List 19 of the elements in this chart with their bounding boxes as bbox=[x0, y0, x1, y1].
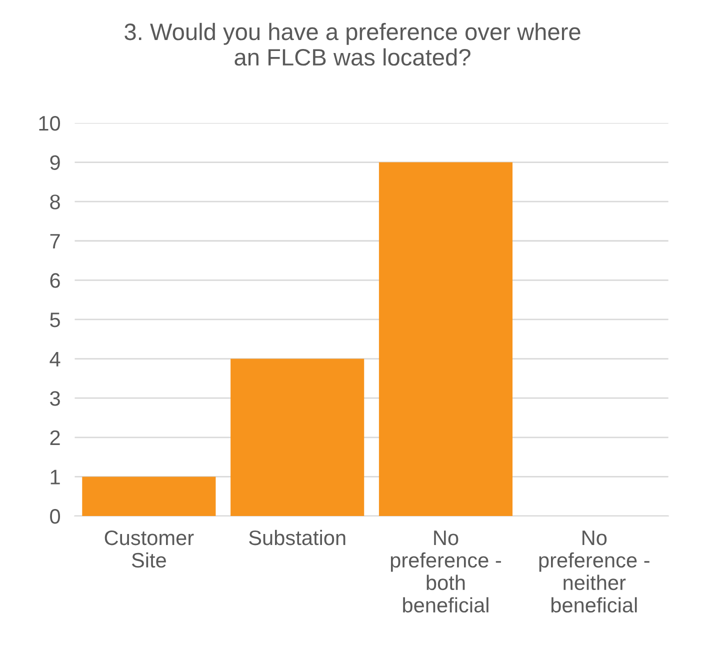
y-tick-label: 3 bbox=[50, 391, 60, 406]
chart-title: 3. Would you have a preference over where an FLCB was located? bbox=[124, 22, 580, 66]
y-tick-label: 0 bbox=[50, 509, 60, 524]
y-tick-label: 4 bbox=[50, 352, 60, 366]
y-tick-label: 10 bbox=[39, 116, 60, 131]
x-tick-label: No preference - neither beneficial bbox=[539, 530, 650, 613]
bar bbox=[378, 162, 513, 516]
x-tick-label: Substation bbox=[249, 530, 346, 546]
y-tick-label: 6 bbox=[50, 273, 60, 288]
x-tick-label: Customer Site bbox=[104, 530, 194, 568]
x-tick-label: No preference - both beneficial bbox=[390, 530, 501, 613]
bar bbox=[82, 476, 216, 516]
y-tick-label: 9 bbox=[50, 155, 60, 170]
bar bbox=[230, 358, 364, 516]
y-tick-label: 8 bbox=[50, 194, 60, 210]
y-tick-label: 2 bbox=[50, 430, 60, 445]
y-tick-label: 7 bbox=[50, 234, 60, 248]
y-tick-label: 1 bbox=[50, 470, 60, 484]
y-tick-label: 5 bbox=[50, 312, 60, 328]
